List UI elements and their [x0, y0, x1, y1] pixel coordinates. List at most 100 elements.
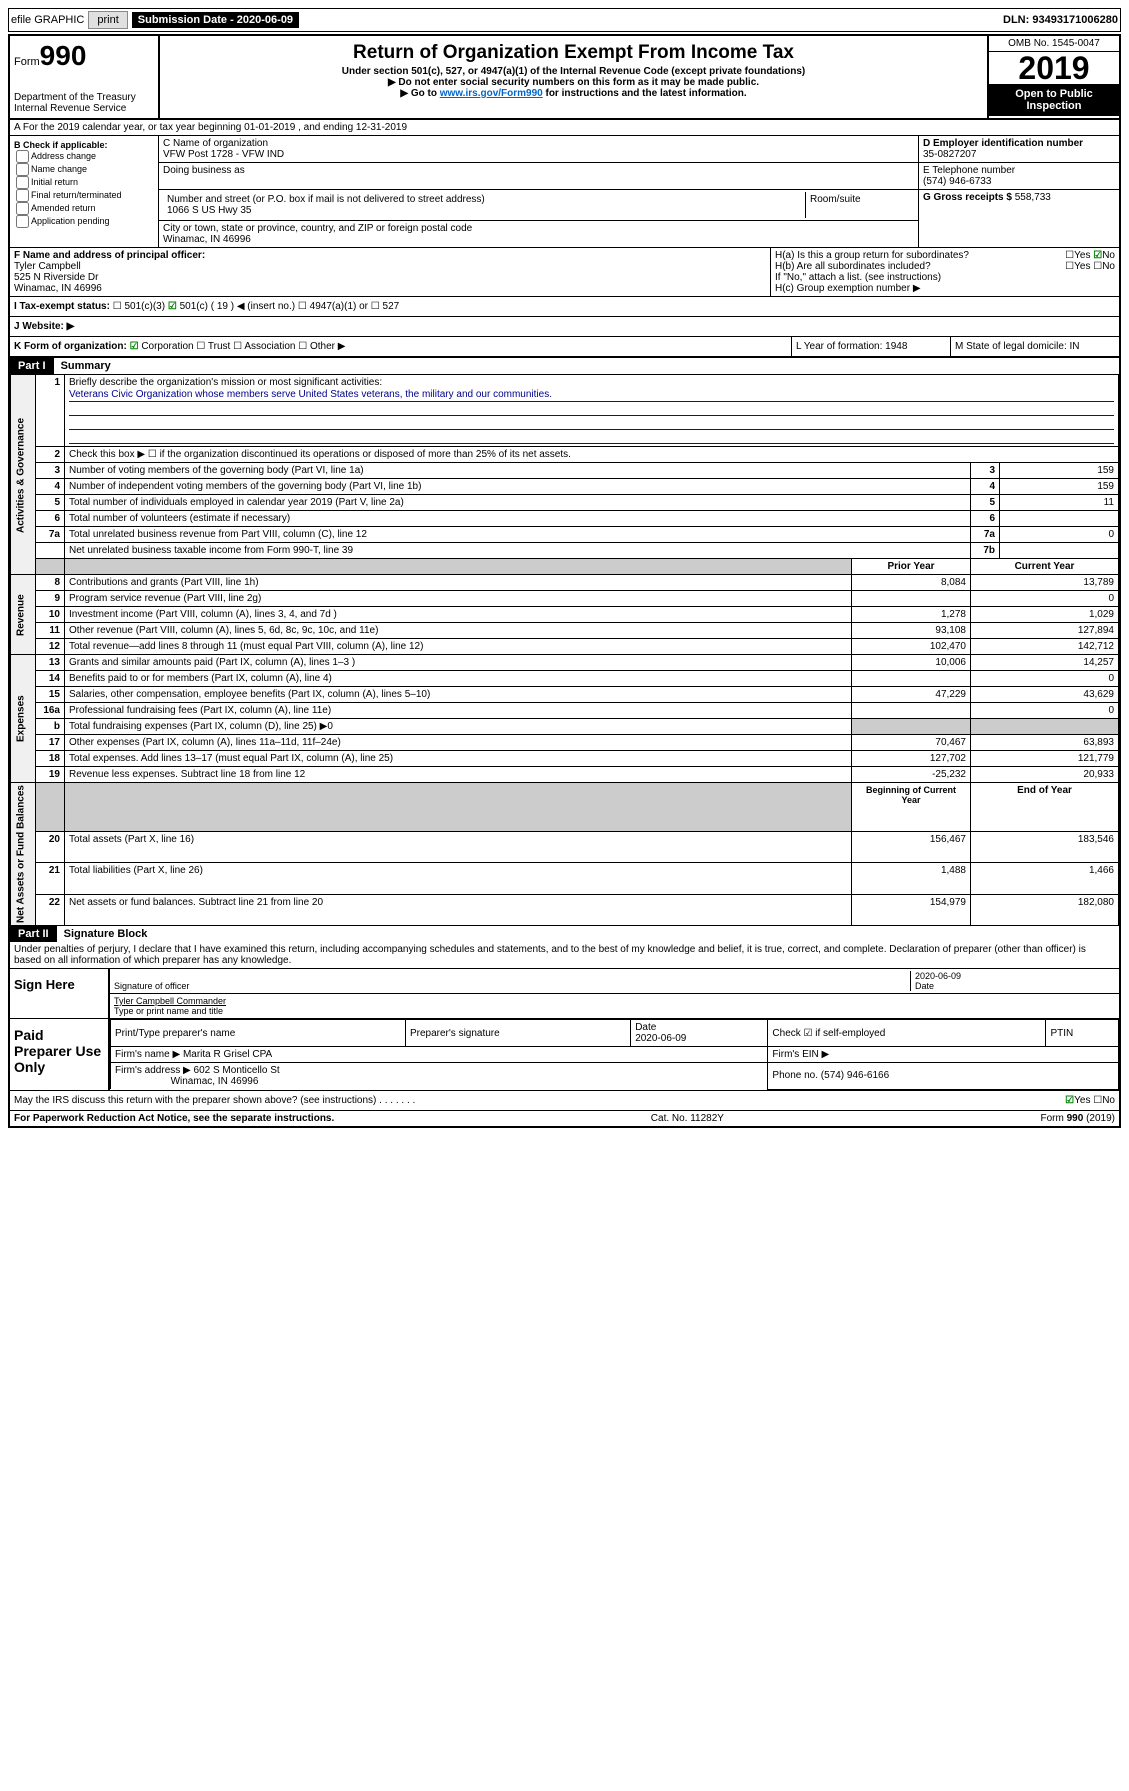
city: Winamac, IN 46996 — [163, 234, 251, 245]
i-label: I Tax-exempt status: — [14, 301, 110, 312]
subtitle-2: ▶ Do not enter social security numbers o… — [164, 77, 983, 88]
print-button[interactable]: print — [88, 11, 127, 29]
cb-amended[interactable]: Amended return — [14, 202, 154, 215]
phone: (574) 946-6733 — [923, 176, 991, 187]
street: 1066 S US Hwy 35 — [167, 205, 252, 216]
tax-year: 2019 — [989, 52, 1119, 84]
hb: H(b) Are all subordinates included? — [775, 261, 931, 272]
row-a: A For the 2019 calendar year, or tax yea… — [10, 120, 1119, 136]
cb-initial[interactable]: Initial return — [14, 176, 154, 189]
submission-date: Submission Date - 2020-06-09 — [132, 12, 299, 28]
cb-name[interactable]: Name change — [14, 163, 154, 176]
cat-no: Cat. No. 11282Y — [651, 1113, 724, 1124]
open-inspection: Open to Public Inspection — [989, 84, 1119, 116]
row-k: K Form of organization: ☑ Corporation ☐ … — [10, 337, 1119, 358]
row-7a: 7aTotal unrelated business revenue from … — [11, 527, 1119, 543]
row-i: I Tax-exempt status: ☐ 501(c)(3) ☑ 501(c… — [10, 297, 1119, 317]
col-b: B Check if applicable: Address change Na… — [10, 136, 159, 247]
discuss-row: May the IRS discuss this return with the… — [10, 1091, 1119, 1110]
tab-activities: Activities & Governance — [11, 375, 36, 575]
tab-expenses: Expenses — [11, 655, 36, 783]
dba-label: Doing business as — [163, 165, 245, 176]
col-c: C Name of organizationVFW Post 1728 - VF… — [159, 136, 919, 247]
g-label: G Gross receipts $ — [923, 192, 1012, 203]
officer-name: Tyler Campbell — [14, 261, 81, 272]
irs-link[interactable]: www.irs.gov/Form990 — [440, 88, 543, 99]
j-label: J Website: ▶ — [14, 321, 74, 332]
ein: 35-0827207 — [923, 149, 976, 160]
summary-table: Activities & Governance 1 Briefly descri… — [10, 374, 1119, 926]
hdr-prior: Prior Year — [852, 559, 971, 575]
part2-title: Signature Block — [60, 926, 152, 942]
declaration: Under penalties of perjury, I declare th… — [10, 942, 1119, 969]
m-state: M State of legal domicile: IN — [951, 337, 1119, 356]
b-label: B Check if applicable: — [14, 140, 108, 150]
form-number: 990 — [40, 40, 87, 71]
firm-addr: 602 S Monticello St — [194, 1065, 280, 1076]
paid-preparer: Paid Preparer Use Only Print/Type prepar… — [10, 1019, 1119, 1091]
officer-sig-name: Tyler Campbell Commander — [114, 996, 226, 1006]
firm-name: Marita R Grisel CPA — [183, 1049, 272, 1060]
col-deg: D Employer identification number35-08272… — [919, 136, 1119, 247]
k-label: K Form of organization: — [14, 341, 127, 352]
officer-addr2: Winamac, IN 46996 — [14, 283, 102, 294]
tab-revenue: Revenue — [11, 575, 36, 655]
sign-here: Sign Here Signature of officer2020-06-09… — [10, 969, 1119, 1019]
form-title: Return of Organization Exempt From Incom… — [164, 42, 983, 64]
f-label: F Name and address of principal officer: — [14, 250, 205, 261]
street-label: Number and street (or P.O. box if mail i… — [167, 194, 485, 205]
row-7b: Net unrelated business taxable income fr… — [11, 543, 1119, 559]
l1-text: Briefly describe the organization's miss… — [69, 377, 382, 388]
pra-notice: For Paperwork Reduction Act Notice, see … — [14, 1113, 334, 1124]
part2-row: Part II Signature Block — [10, 926, 1119, 942]
part1-row: Part I Summary — [10, 358, 1119, 374]
row-j: J Website: ▶ — [10, 317, 1119, 337]
sign-label: Sign Here — [10, 969, 108, 1018]
title-box: Return of Organization Exempt From Incom… — [160, 36, 987, 118]
prep-label: Paid Preparer Use Only — [10, 1019, 108, 1090]
hb-note: If "No," attach a list. (see instruction… — [775, 272, 1115, 283]
toolbar: efile GRAPHIC print Submission Date - 20… — [8, 8, 1121, 32]
subtitle-1: Under section 501(c), 527, or 4947(a)(1)… — [164, 66, 983, 77]
row-3: 3Number of voting members of the governi… — [11, 463, 1119, 479]
efile-label: efile GRAPHIC — [11, 14, 84, 26]
hc: H(c) Group exemption number ▶ — [775, 283, 1115, 294]
cb-final[interactable]: Final return/terminated — [14, 189, 154, 202]
section-bcdefg: B Check if applicable: Address change Na… — [10, 136, 1119, 248]
cb-pending[interactable]: Application pending — [14, 215, 154, 228]
form-container: Form990 Department of the Treasury Inter… — [8, 34, 1121, 1128]
part1-title: Summary — [57, 358, 115, 374]
col-f: F Name and address of principal officer:… — [10, 248, 771, 296]
row-5: 5Total number of individuals employed in… — [11, 495, 1119, 511]
form-ref: Form 990 (2019) — [1041, 1113, 1115, 1124]
org-name: VFW Post 1728 - VFW IND — [163, 149, 284, 160]
hdr-curr: Current Year — [971, 559, 1119, 575]
c-name-label: C Name of organization — [163, 138, 268, 149]
dept: Department of the Treasury Internal Reve… — [14, 92, 154, 114]
row-6: 6Total number of volunteers (estimate if… — [11, 511, 1119, 527]
d-label: D Employer identification number — [923, 138, 1083, 149]
gross-receipts: 558,733 — [1015, 192, 1051, 203]
tab-netassets: Net Assets or Fund Balances — [11, 783, 36, 926]
row-4: 4Number of independent voting members of… — [11, 479, 1119, 495]
dln: DLN: 93493171006280 — [1003, 14, 1118, 26]
year-box: OMB No. 1545-0047 2019 Open to Public In… — [987, 36, 1119, 118]
officer-addr1: 525 N Riverside Dr — [14, 272, 98, 283]
part1-hdr: Part I — [10, 358, 54, 374]
e-label: E Telephone number — [923, 165, 1015, 176]
form-label: Form — [14, 56, 40, 68]
section-fh: F Name and address of principal officer:… — [10, 248, 1119, 297]
ha: H(a) Is this a group return for subordin… — [775, 250, 969, 261]
subtitle-3: ▶ Go to www.irs.gov/Form990 for instruct… — [164, 88, 983, 99]
part2-hdr: Part II — [10, 926, 57, 942]
mission: Veterans Civic Organization whose member… — [69, 388, 1114, 402]
footer: For Paperwork Reduction Act Notice, see … — [10, 1110, 1119, 1126]
form-box: Form990 Department of the Treasury Inter… — [10, 36, 160, 118]
city-label: City or town, state or province, country… — [163, 223, 472, 234]
l2: Check this box ▶ ☐ if the organization d… — [65, 447, 1119, 463]
room-label: Room/suite — [806, 192, 914, 218]
l-year: L Year of formation: 1948 — [792, 337, 951, 356]
col-h: H(a) Is this a group return for subordin… — [771, 248, 1119, 296]
firm-phone: (574) 946-6166 — [821, 1070, 889, 1081]
cb-address[interactable]: Address change — [14, 150, 154, 163]
